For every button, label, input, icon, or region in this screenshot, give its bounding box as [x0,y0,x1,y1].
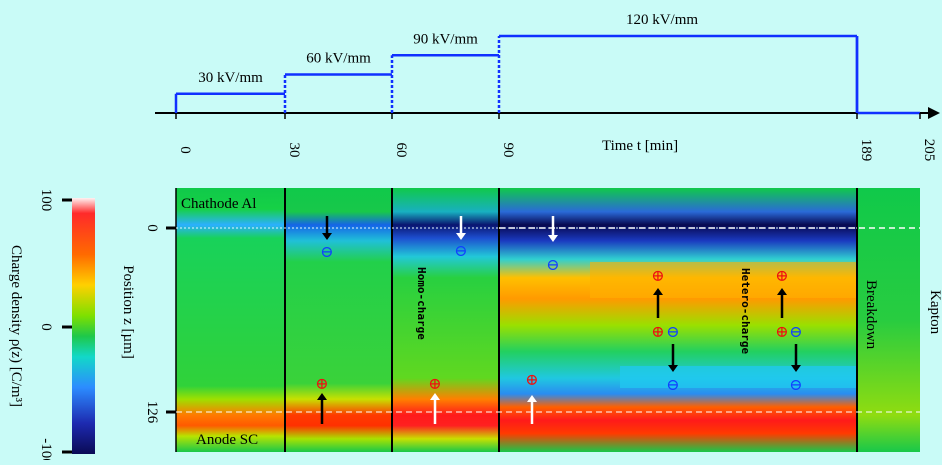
hetero-negative-layer [620,366,857,388]
positive-charge-3: ⊕ [525,372,538,389]
arrow-down-3-head [548,235,558,242]
positive-charge-hetero-4: ⊕ [775,324,788,341]
kapton-label: Kapton [927,290,942,335]
hetero-charge-label: Hetero-charge [739,268,752,354]
colorbar-tick-label--100: -100 [38,438,54,460]
heatmap-period-4 [499,188,857,452]
arrow-up-1-head [317,393,327,400]
step-label-1: 60 kV/mm [306,51,371,67]
arrow-down-2-head [456,233,466,240]
colorbar-gradient [72,198,95,454]
negative-charge-hetero-1: ⊖ [666,324,679,341]
time-tick-label-30: 30 [286,143,302,158]
voltage-schedule-chart: 30 kV/mm 60 kV/mm 90 kV/mm 120 kV/mm 0 30 60 9… [155,12,940,161]
colorbar-tick-label-100: 100 [38,189,54,212]
anode-label: Anode SC [196,432,258,448]
time-axis-label: Time t [min] [602,138,678,154]
negative-charge-2: ⊖ [454,243,467,260]
negative-charge-hetero-4: ⊖ [789,377,802,394]
negative-charge-1: ⊖ [320,244,333,261]
heatmap-period-3 [392,188,499,452]
time-tick-label-90: 90 [500,143,516,158]
colorbar-label: Charge density ρ(z) [C/m³] [8,245,24,407]
time-tick-label-189: 189 [858,139,874,162]
heatmap-period-1 [176,188,285,452]
heatmap-period-2 [285,188,392,452]
colorbar: 100 0 -100 Charge density ρ(z) [C/m³] [8,189,95,465]
step-label-2: 90 kV/mm [413,31,478,47]
space-charge-heatmap: ⊖ ⊖⊖⊕ ⊕ ⊕⊕⊕ ⊖⊖⊕⊕ ⊖⊖ Chathode Al Anode SC Homo… [120,188,942,452]
positive-charge-hetero-3: ⊕ [775,268,788,285]
time-tick-label-60: 60 [393,143,409,158]
position-tick-label-0: 0 [144,224,160,232]
time-tick-label-0: 0 [177,146,193,154]
hetero-positive-layer [590,262,857,298]
time-tick-label-205: 205 [921,139,937,162]
arrow-up-hetero-1-head [653,288,663,295]
heatmap-period-5 [857,188,920,452]
position-axis-label: Position z [µm] [120,265,136,359]
negative-charge-hetero-2: ⊖ [666,377,679,394]
arrow-up-hetero-2-head [777,288,787,295]
positive-charge-2: ⊕ [428,376,441,393]
arrow-down-hetero-1-head [668,365,678,372]
breakdown-label: Breakdown [863,280,879,350]
position-tick-label-126: 126 [144,401,160,424]
arrow-down-hetero-2-head [791,365,801,372]
positive-charge-hetero-2: ⊕ [651,324,664,341]
negative-charge-hetero-3: ⊖ [789,324,802,341]
arrow-up-2-head [430,393,440,400]
colorbar-tick-label-0: 0 [38,323,54,331]
arrow-down-1-head [322,233,332,240]
step-label-0: 30 kV/mm [198,70,263,86]
negative-charge-3: ⊖ [546,257,559,274]
cathode-label: Chathode Al [181,196,256,212]
step-label-3: 120 kV/mm [626,12,698,28]
homo-charge-label: Homo-charge [415,267,428,340]
positive-charge-1: ⊕ [315,376,328,393]
time-axis-arrow [928,107,940,119]
arrow-up-3-head [527,395,537,402]
positive-charge-hetero-1: ⊕ [651,268,664,285]
